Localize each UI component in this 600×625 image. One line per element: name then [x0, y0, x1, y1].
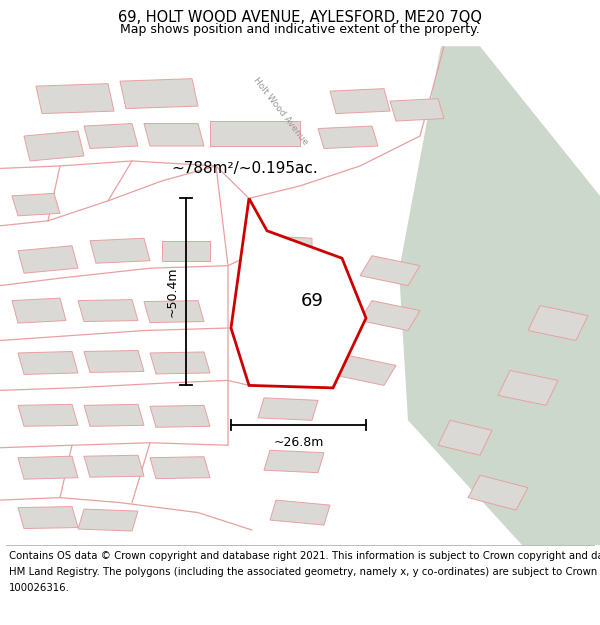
Polygon shape: [264, 450, 324, 472]
Polygon shape: [498, 371, 558, 406]
Polygon shape: [336, 356, 396, 386]
Polygon shape: [18, 246, 78, 273]
Polygon shape: [270, 500, 330, 525]
Polygon shape: [438, 420, 492, 455]
Polygon shape: [18, 507, 78, 529]
Polygon shape: [162, 241, 210, 261]
Polygon shape: [231, 198, 366, 388]
Polygon shape: [36, 84, 114, 114]
Text: Map shows position and indicative extent of the property.: Map shows position and indicative extent…: [120, 23, 480, 36]
Polygon shape: [150, 406, 210, 428]
Polygon shape: [360, 301, 420, 331]
Polygon shape: [528, 306, 588, 341]
Polygon shape: [84, 404, 144, 426]
Text: 69, HOLT WOOD AVENUE, AYLESFORD, ME20 7QQ: 69, HOLT WOOD AVENUE, AYLESFORD, ME20 7Q…: [118, 10, 482, 25]
Text: ~50.4m: ~50.4m: [166, 267, 179, 317]
Text: HM Land Registry. The polygons (including the associated geometry, namely x, y c: HM Land Registry. The polygons (includin…: [9, 568, 600, 578]
Polygon shape: [90, 238, 150, 263]
Polygon shape: [78, 509, 138, 531]
Polygon shape: [468, 475, 528, 510]
Text: 69: 69: [301, 292, 323, 309]
Polygon shape: [84, 351, 144, 372]
Text: Holt Wood Avenue: Holt Wood Avenue: [251, 76, 310, 147]
Polygon shape: [24, 131, 84, 161]
Polygon shape: [84, 124, 138, 149]
Polygon shape: [150, 352, 210, 374]
Polygon shape: [18, 404, 78, 426]
Polygon shape: [264, 236, 312, 253]
Polygon shape: [78, 299, 138, 321]
Text: Contains OS data © Crown copyright and database right 2021. This information is : Contains OS data © Crown copyright and d…: [9, 551, 600, 561]
Polygon shape: [84, 455, 144, 477]
Polygon shape: [12, 298, 66, 323]
Polygon shape: [258, 398, 318, 420]
Polygon shape: [399, 46, 600, 545]
Polygon shape: [144, 301, 204, 322]
Polygon shape: [120, 79, 198, 109]
Polygon shape: [18, 351, 78, 374]
Polygon shape: [330, 89, 390, 114]
Polygon shape: [360, 256, 420, 286]
Text: ~26.8m: ~26.8m: [274, 436, 323, 449]
Polygon shape: [210, 121, 300, 146]
Text: 100026316.: 100026316.: [9, 583, 70, 593]
Polygon shape: [390, 99, 444, 121]
Polygon shape: [150, 457, 210, 479]
Polygon shape: [12, 193, 60, 216]
Polygon shape: [144, 124, 204, 146]
Polygon shape: [318, 126, 378, 149]
Text: ~788m²/~0.195ac.: ~788m²/~0.195ac.: [171, 161, 318, 176]
Polygon shape: [18, 456, 78, 479]
Polygon shape: [264, 298, 330, 321]
